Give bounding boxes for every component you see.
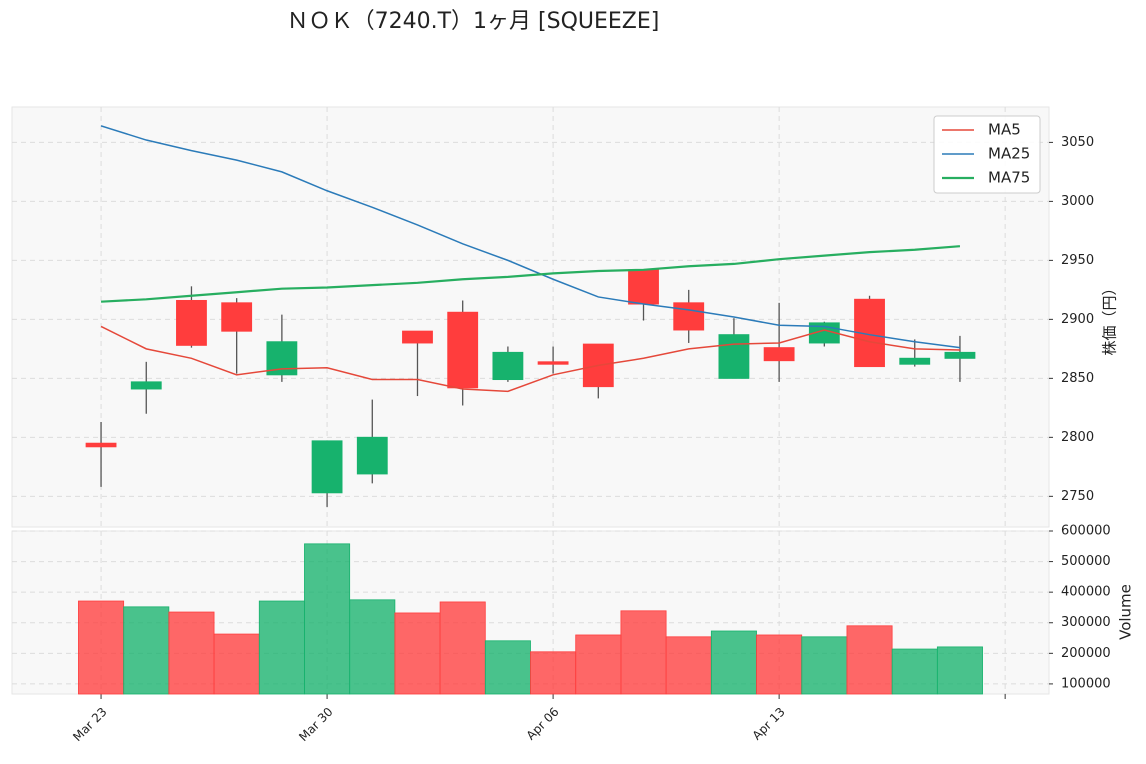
y-tick-label: 400000 (1061, 585, 1111, 600)
y-axis-label: Volume (1117, 584, 1135, 640)
candle-body (85, 442, 117, 448)
legend-label: MA75 (988, 169, 1030, 187)
volume-bar (439, 601, 486, 695)
volume-bar (801, 636, 848, 695)
y-tick-label: 2850 (1061, 371, 1094, 386)
volume-bar (846, 625, 893, 695)
volume-bar (213, 633, 260, 695)
legend: MA5 MA25 MA75 (933, 115, 1041, 194)
volume-bar (123, 606, 170, 695)
y-tick-label: 100000 (1061, 676, 1111, 691)
candle-body (356, 436, 388, 475)
y-tick-label: 2750 (1061, 489, 1094, 504)
ma-line (100, 245, 961, 303)
ma-line (100, 125, 961, 349)
y-tick-label: 3050 (1061, 135, 1094, 150)
x-tick-label: Mar 23 (70, 705, 109, 744)
volume-bar (349, 599, 396, 695)
candle-body (537, 361, 569, 365)
y-tick-label: 2950 (1061, 253, 1094, 268)
volume-bar (575, 634, 622, 695)
legend-label: MA25 (988, 145, 1030, 163)
price-panel (11, 106, 1050, 528)
candle-body (899, 357, 931, 365)
candle-body (221, 302, 253, 332)
y-tick-label: 500000 (1061, 554, 1111, 569)
volume-bar (78, 600, 125, 695)
candle-body (763, 347, 795, 362)
candle-body (130, 381, 162, 390)
candle-body (628, 269, 659, 305)
y-tick-label: 2900 (1061, 312, 1094, 327)
candle-body (718, 334, 750, 379)
volume-bar (756, 634, 803, 695)
y-tick-label: 2800 (1061, 430, 1094, 445)
x-tick-label: Apr 13 (750, 705, 788, 743)
volume-bar (665, 636, 712, 695)
volume-bar (710, 630, 757, 695)
y-tick-label: 300000 (1061, 615, 1111, 630)
y-tick-label: 600000 (1061, 524, 1111, 539)
candle-body (176, 299, 207, 346)
x-tick-label: Apr 06 (524, 705, 562, 743)
y-tick-label: 3000 (1061, 194, 1094, 209)
legend-box (933, 115, 1041, 194)
y-tick-label: 200000 (1061, 646, 1111, 661)
volume-bar (258, 600, 305, 695)
candle-body (944, 351, 976, 359)
candle-body (311, 440, 343, 494)
volume-bar (394, 612, 441, 695)
ma-line (100, 325, 960, 393)
x-tick-label: Mar 30 (296, 705, 335, 744)
volume-bar (530, 651, 577, 695)
volume-bar (168, 611, 215, 695)
volume-bar (620, 610, 667, 695)
volume-bar (891, 648, 938, 695)
legend-label: MA5 (988, 121, 1021, 139)
candle-body (447, 311, 479, 389)
volume-bar (936, 646, 983, 695)
volume-bar (304, 543, 351, 695)
candle-body (402, 330, 433, 344)
volume-bar (484, 640, 531, 695)
candle-body (673, 302, 705, 331)
candle-body (492, 351, 524, 381)
chart-title: ＮＯＫ（7240.T）1ヶ月 [SQUEEZE] (287, 9, 660, 34)
y-axis-label: 株価（円） (1101, 280, 1119, 355)
